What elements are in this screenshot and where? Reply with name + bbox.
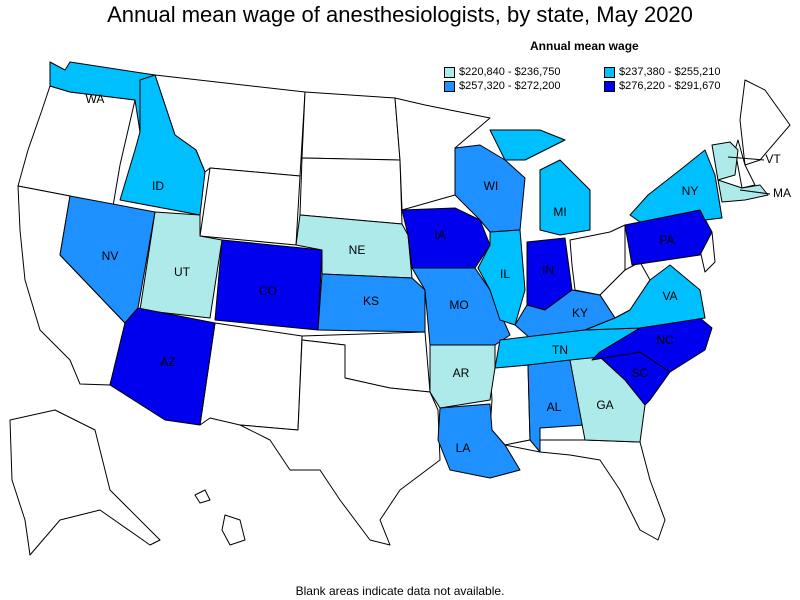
label-KY: KY — [572, 306, 588, 320]
state-FL[interactable] — [504, 439, 666, 541]
legend-item-range-2: $237,380 - $255,210 — [604, 66, 721, 78]
label-AR: AR — [453, 366, 470, 380]
state-IA[interactable] — [401, 207, 491, 269]
label-NV: NV — [102, 249, 119, 263]
state-MI[interactable] — [489, 129, 591, 236]
label-CO: CO — [259, 284, 277, 298]
state-LA[interactable] — [437, 403, 521, 479]
state-ID[interactable] — [119, 74, 206, 216]
legend-item-range-4: $276,220 - $291,670 — [604, 80, 721, 92]
label-KS: KS — [363, 294, 379, 308]
legend-label-3: $257,320 - $272,200 — [459, 80, 561, 92]
legend-label-1: $220,840 - $236,750 — [459, 66, 561, 78]
legend-title: Annual mean wage — [530, 39, 639, 53]
state-MS[interactable] — [489, 364, 531, 446]
label-LA: LA — [456, 441, 471, 455]
legend-swatch-3 — [444, 80, 455, 92]
label-VA: VA — [662, 289, 677, 303]
label-MO: MO — [449, 298, 468, 312]
label-WA: WA — [86, 92, 105, 106]
state-ND[interactable] — [301, 91, 401, 161]
label-MI: MI — [553, 205, 566, 219]
legend-item-range-3: $257,320 - $272,200 — [444, 80, 561, 92]
legend-swatch-2 — [604, 66, 615, 78]
label-TN: TN — [552, 343, 568, 357]
state-NY[interactable] — [629, 149, 723, 223]
state-VT[interactable] — [711, 141, 739, 181]
label-NC: NC — [656, 333, 674, 347]
label-SC: SC — [632, 366, 649, 380]
label-PA: PA — [659, 233, 674, 247]
label-IA: IA — [434, 228, 445, 242]
legend-swatch-1 — [444, 66, 455, 78]
label-IN: IN — [542, 263, 554, 277]
label-IL: IL — [500, 267, 510, 281]
state-TX[interactable] — [239, 339, 441, 546]
label-WI: WI — [484, 179, 499, 193]
state-WY[interactable] — [199, 167, 301, 246]
legend-swatch-4 — [604, 80, 615, 92]
state-HI[interactable] — [194, 489, 246, 546]
state-IL[interactable] — [477, 229, 526, 326]
label-NE: NE — [349, 243, 366, 257]
label-NY: NY — [682, 184, 699, 198]
leader-line-ma — [739, 189, 771, 195]
map-title: Annual mean wage of anesthesiologists, b… — [107, 2, 693, 27]
label-VT: VT — [765, 152, 781, 166]
legend-label-2: $237,380 - $255,210 — [619, 66, 721, 78]
state-VA[interactable] — [584, 264, 706, 331]
legend-label-4: $276,220 - $291,670 — [619, 80, 721, 92]
state-AR[interactable] — [429, 344, 496, 409]
leader-line-vt — [727, 156, 765, 161]
label-UT: UT — [174, 265, 191, 279]
state-MA[interactable] — [717, 179, 769, 203]
legend-item-range-1: $220,840 - $236,750 — [444, 66, 561, 78]
state-NC[interactable] — [591, 317, 713, 373]
state-KS[interactable] — [317, 273, 426, 333]
state-AZ[interactable] — [109, 307, 216, 426]
label-GA: GA — [596, 398, 613, 412]
state-AK[interactable] — [9, 409, 161, 556]
state-SD[interactable] — [299, 157, 403, 225]
label-ID: ID — [152, 179, 164, 193]
footnote: Blank areas indicate data not available. — [295, 584, 505, 598]
label-MA: MA — [773, 186, 791, 200]
state-NM[interactable] — [199, 322, 303, 431]
label-AL: AL — [547, 400, 562, 414]
label-AZ: AZ — [160, 355, 175, 369]
